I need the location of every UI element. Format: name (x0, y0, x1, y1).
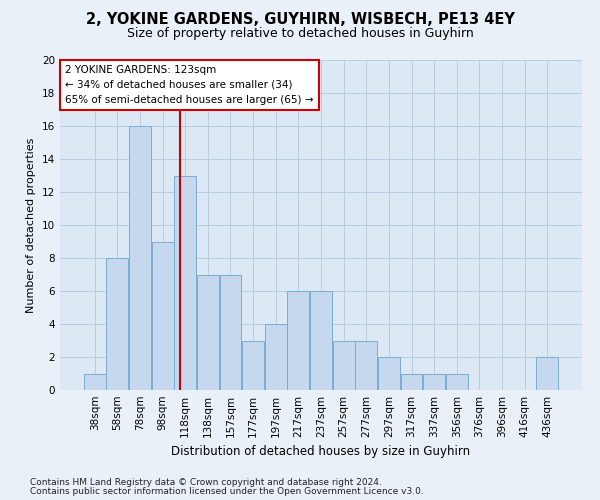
Bar (129, 126, 151, 390)
Bar (265, 324, 287, 390)
Bar (446, 374, 468, 390)
Bar (378, 357, 400, 390)
Bar (287, 291, 310, 390)
Bar (220, 274, 241, 390)
Bar (536, 357, 558, 390)
Bar (106, 258, 128, 390)
Bar (197, 274, 219, 390)
Bar (174, 176, 196, 390)
Bar (152, 242, 173, 390)
Text: 2 YOKINE GARDENS: 123sqm
← 34% of detached houses are smaller (34)
65% of semi-d: 2 YOKINE GARDENS: 123sqm ← 34% of detach… (65, 65, 314, 104)
Bar (355, 340, 377, 390)
Text: Contains public sector information licensed under the Open Government Licence v3: Contains public sector information licen… (30, 487, 424, 496)
Text: 2, YOKINE GARDENS, GUYHIRN, WISBECH, PE13 4EY: 2, YOKINE GARDENS, GUYHIRN, WISBECH, PE1… (86, 12, 514, 28)
Bar (332, 340, 355, 390)
X-axis label: Distribution of detached houses by size in Guyhirn: Distribution of detached houses by size … (172, 446, 470, 458)
Bar (84, 374, 106, 390)
Text: Size of property relative to detached houses in Guyhirn: Size of property relative to detached ho… (127, 28, 473, 40)
Bar (310, 291, 332, 390)
Bar (401, 374, 422, 390)
Bar (423, 374, 445, 390)
Text: Contains HM Land Registry data © Crown copyright and database right 2024.: Contains HM Land Registry data © Crown c… (30, 478, 382, 487)
Y-axis label: Number of detached properties: Number of detached properties (26, 138, 37, 312)
Bar (242, 340, 264, 390)
